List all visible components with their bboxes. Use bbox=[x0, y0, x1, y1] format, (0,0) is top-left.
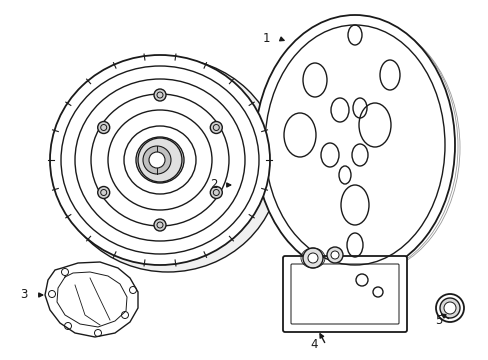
Text: 3: 3 bbox=[20, 288, 28, 302]
Ellipse shape bbox=[98, 186, 109, 198]
Circle shape bbox=[326, 247, 342, 263]
Polygon shape bbox=[45, 262, 138, 337]
Circle shape bbox=[443, 302, 455, 314]
Circle shape bbox=[330, 251, 338, 259]
Ellipse shape bbox=[210, 186, 222, 198]
Ellipse shape bbox=[210, 121, 222, 134]
Ellipse shape bbox=[50, 55, 269, 265]
Ellipse shape bbox=[154, 219, 165, 231]
Ellipse shape bbox=[56, 58, 280, 272]
Ellipse shape bbox=[149, 152, 164, 168]
Circle shape bbox=[303, 248, 323, 268]
Text: 1: 1 bbox=[262, 31, 269, 45]
Circle shape bbox=[307, 253, 317, 263]
Text: 2: 2 bbox=[210, 179, 218, 192]
FancyBboxPatch shape bbox=[283, 256, 406, 332]
Text: 4: 4 bbox=[310, 338, 317, 351]
Ellipse shape bbox=[138, 138, 182, 182]
Circle shape bbox=[439, 298, 459, 318]
Ellipse shape bbox=[254, 15, 454, 275]
Ellipse shape bbox=[98, 122, 109, 134]
Text: 5: 5 bbox=[435, 314, 442, 327]
Ellipse shape bbox=[154, 89, 165, 101]
Circle shape bbox=[435, 294, 463, 322]
Ellipse shape bbox=[142, 146, 171, 174]
